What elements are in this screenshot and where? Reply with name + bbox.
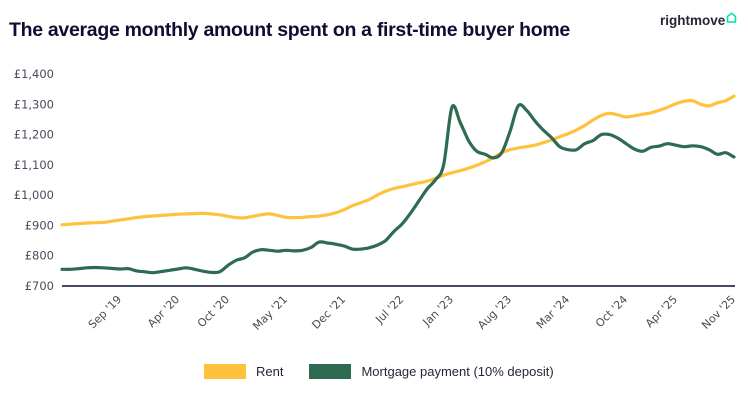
x-axis: Sep '19 Apr '20 Oct '20 May '21 Dec '21 Jul '… xyxy=(86,293,738,333)
x-tick-label: Dec '21 xyxy=(309,293,348,332)
y-tick-label: £1,300 xyxy=(14,97,54,111)
chart-title: The average monthly amount spent on a fi… xyxy=(9,19,570,41)
y-tick-label: £900 xyxy=(25,218,54,232)
y-tick-label: £1,000 xyxy=(14,188,54,202)
x-tick-label: Mar '24 xyxy=(534,293,572,331)
y-tick-label: £1,100 xyxy=(14,158,54,172)
y-tick-label: £1,200 xyxy=(14,128,54,142)
house-outline-icon xyxy=(727,12,737,23)
x-tick-label: Oct '24 xyxy=(593,293,630,330)
mortgage-series-line xyxy=(60,103,736,275)
x-tick-label: Oct '20 xyxy=(195,293,232,330)
legend-item-rent: Rent xyxy=(204,364,283,379)
legend-label-rent: Rent xyxy=(256,364,284,379)
legend-item-mortgage: Mortgage payment (10% deposit) xyxy=(309,364,554,379)
x-tick-label: Jan '23 xyxy=(420,293,456,329)
x-tick-label: Jul '22 xyxy=(372,293,406,327)
x-tick-label: Aug '23 xyxy=(475,293,514,332)
legend-label-mortgage: Mortgage payment (10% deposit) xyxy=(361,364,554,379)
y-axis: £700 £800 £900 £1,000 £1,100 £1,200 £1,300 £1,4… xyxy=(14,67,54,293)
y-tick-label: £700 xyxy=(25,279,54,293)
x-tick-label: Apr '25 xyxy=(643,293,680,330)
x-tick-label: May '21 xyxy=(250,293,290,333)
rent-series-line xyxy=(60,94,736,227)
rightmove-logo: rightmove xyxy=(660,12,737,28)
logo-text: rightmove xyxy=(660,13,726,28)
chart-legend: Rent Mortgage payment (10% deposit) xyxy=(204,364,580,379)
x-tick-label: Sep '19 xyxy=(86,293,124,331)
legend-swatch-mortgage xyxy=(309,364,352,379)
x-tick-label: Nov '25 xyxy=(699,293,738,332)
y-tick-label: £800 xyxy=(25,249,54,263)
line-chart: £700 £800 £900 £1,000 £1,100 £1,200 £1,300 £1,4… xyxy=(14,67,738,333)
legend-swatch-rent xyxy=(204,364,246,379)
y-tick-label: £1,400 xyxy=(14,67,54,81)
x-tick-label: Apr '20 xyxy=(145,293,182,330)
